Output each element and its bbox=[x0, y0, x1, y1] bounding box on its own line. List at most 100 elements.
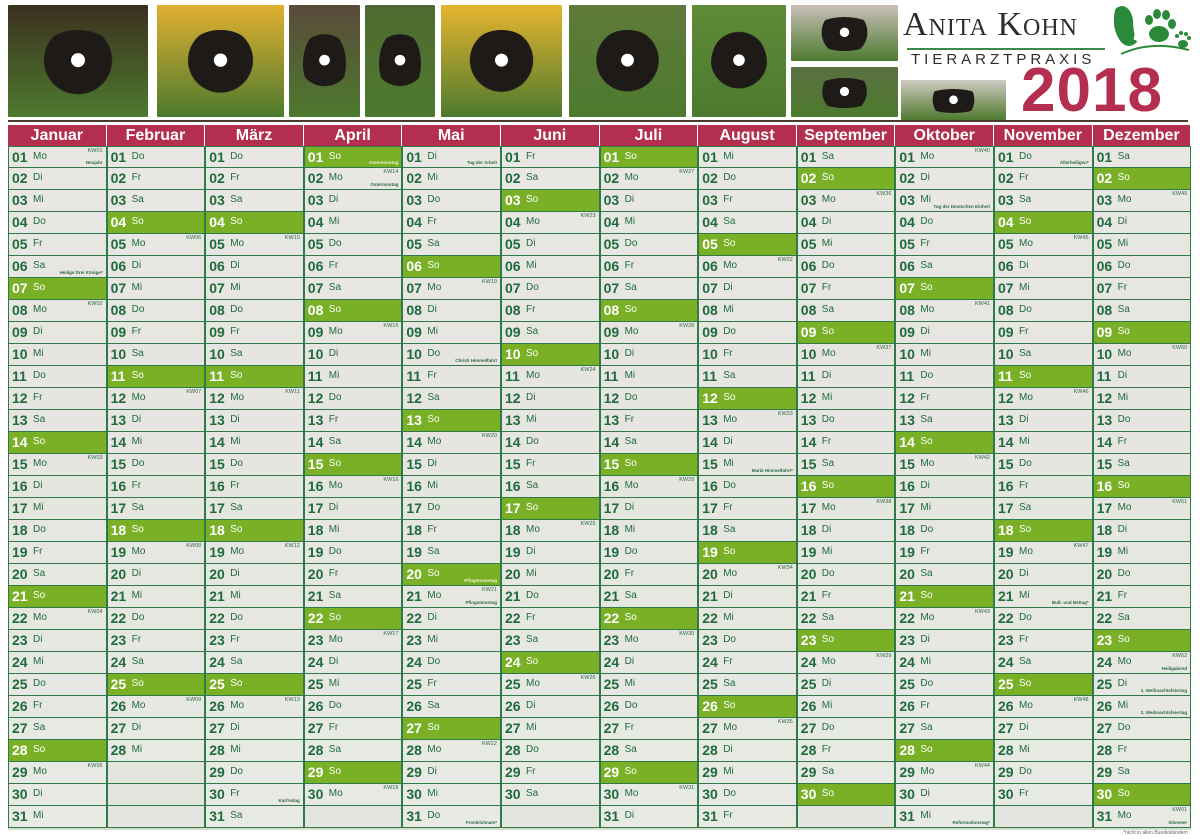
day-number: 18 bbox=[307, 522, 324, 538]
day-number: 26 bbox=[406, 698, 422, 714]
weekday-label: Mi bbox=[131, 282, 143, 293]
day-cell: 07 Do bbox=[501, 278, 600, 300]
day-number: 17 bbox=[110, 500, 127, 516]
weekday-label: Mi bbox=[131, 744, 143, 755]
weekday-label: Do bbox=[1117, 414, 1131, 425]
weekday-label: Mi bbox=[624, 216, 636, 227]
day-number: 26 bbox=[505, 698, 521, 714]
photo-puppy-walking bbox=[289, 5, 360, 117]
weekday-label: Di bbox=[33, 480, 43, 491]
day-cell: 02 Mo KW27 bbox=[599, 168, 699, 190]
weekday-label: Do bbox=[1019, 458, 1032, 469]
weekday-label: So bbox=[1117, 480, 1130, 491]
weekday-label: Di bbox=[723, 436, 733, 447]
weekday-label: Sa bbox=[723, 370, 736, 381]
day-cell: 13 Di bbox=[205, 410, 304, 432]
calendar-week-label: KW16 bbox=[383, 477, 399, 483]
weekday-label: So bbox=[821, 788, 835, 799]
weekday-label: Sa bbox=[427, 700, 440, 711]
day-number: 08 bbox=[702, 302, 718, 318]
day-cell: 09 Di bbox=[8, 322, 107, 344]
day-cell: 18 Do bbox=[8, 520, 107, 542]
day-cell: 03 Fr bbox=[698, 190, 797, 212]
day-cell: 15 Fr bbox=[501, 454, 600, 476]
weekday-label: Do bbox=[1019, 304, 1032, 315]
weekday-label: Mi bbox=[723, 151, 734, 162]
weekday-label: Mo bbox=[821, 348, 836, 359]
holiday-label: Mariä Himmelfahrt* bbox=[751, 468, 793, 473]
weekday-label: Do bbox=[1117, 568, 1131, 579]
day-cell: 24 Di bbox=[303, 652, 403, 674]
day-cell: 22 Do bbox=[106, 608, 206, 630]
day-number: 16 bbox=[702, 478, 718, 494]
weekday-label: Fr bbox=[821, 744, 832, 755]
weekday-label: Fr bbox=[1117, 744, 1128, 755]
day-cell: 14 So bbox=[895, 432, 994, 454]
day-number: 05 bbox=[505, 236, 521, 252]
practice-subtitle: TIERARZTPRAXIS bbox=[911, 51, 1096, 68]
weekday-label: Fr bbox=[1019, 480, 1029, 491]
day-cell: 05 So bbox=[698, 234, 797, 256]
day-cell: 08 So bbox=[303, 300, 403, 322]
day-cell: 02 Do bbox=[698, 168, 797, 190]
day-cell: 24 Fr bbox=[698, 652, 797, 674]
calendar-week-label: KW29 bbox=[679, 477, 695, 483]
day-cell: 28 Sa bbox=[599, 740, 699, 762]
weekday-label: Fr bbox=[821, 590, 832, 601]
day-cell: 01 So Ostersonntag bbox=[303, 146, 403, 168]
day-number: 09 bbox=[406, 324, 422, 340]
day-number: 08 bbox=[998, 302, 1014, 318]
weekday-label: Mi bbox=[1019, 436, 1030, 447]
weekday-label: Di bbox=[230, 568, 240, 579]
day-cell: 21 Mi Buß- und Bettag* bbox=[994, 586, 1093, 608]
weekday-label: Do bbox=[427, 810, 441, 821]
day-number: 10 bbox=[209, 346, 225, 362]
day-number: 22 bbox=[12, 610, 28, 626]
calendar-week-label: KW01 bbox=[1172, 807, 1188, 813]
day-cell: 09 Mo KW15 bbox=[303, 322, 403, 344]
weekday-label: Sa bbox=[526, 326, 539, 337]
day-cell: 27 Sa bbox=[895, 718, 994, 740]
day-number: 05 bbox=[110, 236, 127, 252]
day-cell: 13 Mo KW33 bbox=[698, 410, 797, 432]
day-number: 23 bbox=[702, 632, 718, 648]
weekday-label: Sa bbox=[821, 458, 835, 469]
day-number: 24 bbox=[406, 654, 422, 670]
weekday-label: Fr bbox=[920, 238, 930, 249]
day-cell: 29 Fr bbox=[501, 762, 600, 784]
weekday-label: Do bbox=[328, 546, 342, 557]
day-number: 23 bbox=[1096, 632, 1113, 648]
calendar-week-label: KW05 bbox=[87, 763, 103, 769]
photo-strip bbox=[8, 5, 1006, 120]
day-cell: 28 So bbox=[895, 740, 994, 762]
calendar-week-label: KW47 bbox=[1073, 543, 1089, 549]
day-cell: 10 Sa bbox=[205, 344, 304, 366]
photo-puppy-running-grass bbox=[692, 5, 786, 117]
day-number: 01 bbox=[702, 149, 718, 165]
weekday-label: Sa bbox=[920, 414, 933, 425]
weekday-label: Di bbox=[723, 744, 733, 755]
day-number: 04 bbox=[1096, 214, 1113, 230]
weekday-label: Di bbox=[328, 502, 339, 513]
day-number: 06 bbox=[12, 258, 28, 274]
weekday-label: Do bbox=[723, 326, 736, 337]
calendar-week-label: KW22 bbox=[482, 741, 497, 747]
weekday-label: Do bbox=[526, 282, 539, 293]
day-number: 26 bbox=[209, 698, 225, 714]
weekday-label: Do bbox=[328, 392, 342, 403]
day-number: 19 bbox=[1096, 544, 1113, 560]
day-cell: 16 Mi bbox=[402, 476, 501, 498]
weekday-label: Fr bbox=[723, 194, 733, 205]
day-cell: 10 Di bbox=[599, 344, 699, 366]
day-cell: 20 Do bbox=[796, 564, 896, 586]
day-cell: 23 So bbox=[796, 630, 896, 652]
calendar-year: 2018 bbox=[1021, 56, 1163, 125]
day-number: 10 bbox=[603, 346, 620, 362]
weekday-label: Mo bbox=[427, 282, 442, 293]
weekday-label: Mi bbox=[427, 326, 438, 337]
calendar-week-label: KW51 bbox=[1172, 499, 1188, 505]
day-number: 19 bbox=[406, 544, 422, 560]
day-cell: 02 So bbox=[1092, 168, 1192, 190]
weekday-label: Mo bbox=[723, 722, 738, 733]
day-number: 24 bbox=[12, 654, 28, 670]
